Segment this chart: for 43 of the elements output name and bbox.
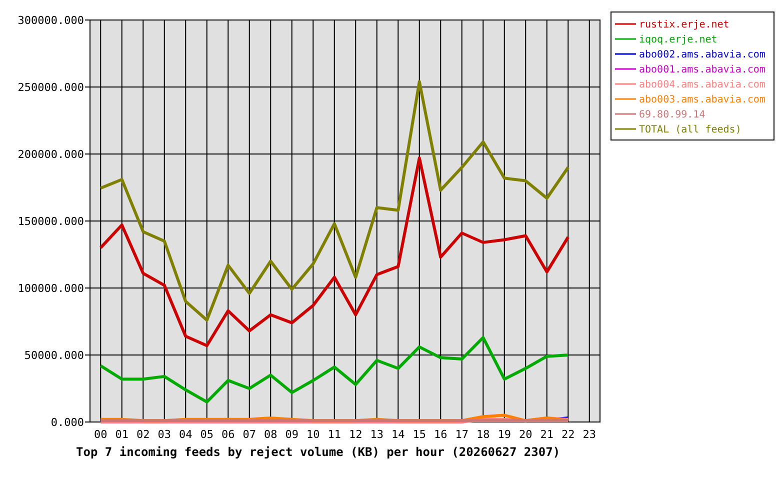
- x-tick-label: 00: [94, 428, 108, 441]
- line-series: [99, 80, 570, 322]
- legend-label: abo004.ams.abavia.com: [639, 80, 766, 90]
- x-tick-label: 06: [222, 428, 235, 441]
- line-series: [99, 336, 570, 404]
- x-tick-label: 17: [455, 428, 468, 441]
- x-tick-label: 18: [476, 428, 490, 441]
- x-tick-label: 04: [179, 428, 193, 441]
- x-tick-label: 20: [519, 428, 532, 441]
- legend-label: 69.80.99.14: [639, 110, 706, 120]
- x-tick-label: 03: [158, 428, 171, 441]
- x-tick-label: 08: [264, 428, 278, 441]
- x-tick-label: 01: [115, 428, 128, 441]
- legend-label: iqoq.erje.net: [639, 34, 718, 46]
- legend-label: abo003.ams.abavia.com: [639, 94, 766, 106]
- legend-label: rustix.erje.net: [639, 20, 730, 30]
- x-tick-label: 09: [285, 428, 298, 441]
- x-tick-label: 11: [328, 428, 341, 441]
- x-tick-label: 07: [242, 428, 256, 441]
- x-tick-label: 13: [370, 428, 384, 441]
- x-tick-label: 02: [136, 428, 150, 441]
- x-tick-label: 22: [562, 428, 575, 441]
- y-tick-label: 50000.000: [24, 348, 84, 362]
- legend-label: abo002.ams.abavia.com: [639, 50, 766, 60]
- y-tick-label: 0.000: [50, 416, 84, 429]
- x-tick-label: 16: [434, 428, 448, 441]
- x-tick-label: 15: [412, 428, 426, 441]
- y-tick-label: 100000.000: [18, 282, 84, 295]
- y-tick-label: 200000.000: [18, 148, 84, 161]
- y-tick-label: 250000.000: [18, 80, 84, 94]
- x-tick-label: 05: [200, 428, 214, 441]
- x-tick-label: 23: [582, 428, 596, 441]
- line-series: [99, 156, 570, 348]
- y-tick-label: 150000.000: [18, 214, 84, 228]
- x-tick-label: 10: [306, 428, 320, 441]
- legend-label: TOTAL (all feeds): [639, 124, 742, 136]
- legend-label: abo001.ams.abavia.com: [639, 64, 766, 76]
- y-tick-label: 300000.000: [18, 14, 84, 27]
- x-tick-label: 19: [498, 428, 511, 441]
- x-tick-label: 14: [392, 428, 406, 441]
- text: Top 7 incoming feeds by reject volume (KB) per hour (20260627 2307): [76, 445, 560, 459]
- x-tick-label: 12: [349, 428, 362, 441]
- x-tick-label: 21: [540, 428, 554, 441]
